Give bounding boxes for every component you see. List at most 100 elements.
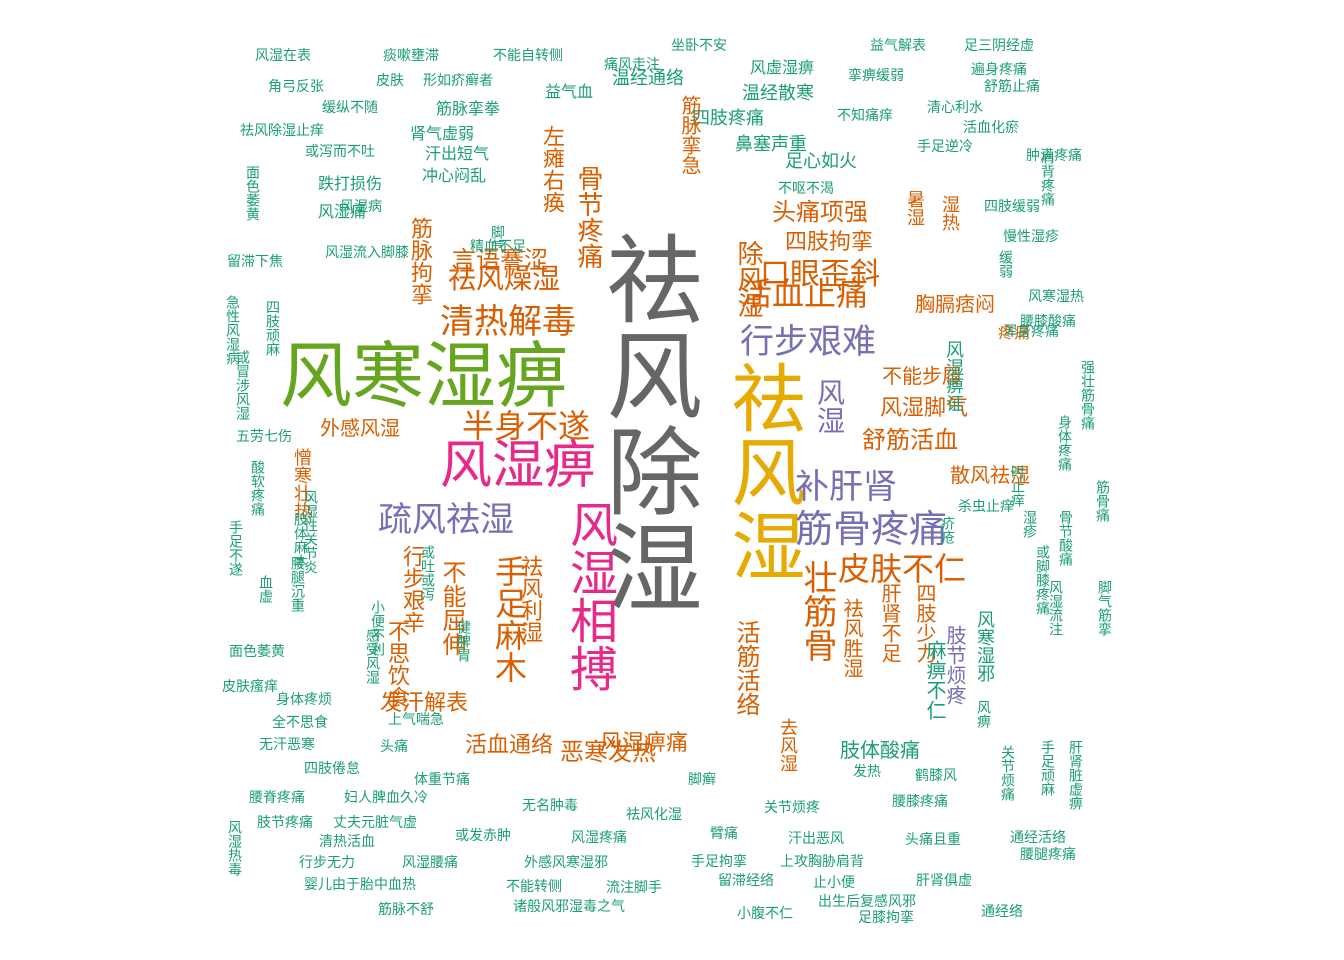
cloud-word-59: 跌打损伤 <box>318 174 383 193</box>
cloud-word-32: 风湿痹痛 <box>600 731 689 756</box>
cloud-word-164: 脚气 <box>489 225 505 253</box>
cloud-word-88: 慢性湿疹 <box>1003 229 1059 245</box>
cloud-word-115: 丈夫元脏气虚 <box>333 815 417 831</box>
cloud-word-92: 急性风湿病 <box>224 295 240 365</box>
cloud-word-104: 或脚膝疼痛 <box>1034 545 1050 615</box>
cloud-word-114: 肢节疼痛 <box>257 815 313 831</box>
cloud-word-151: 肝肾脏虚痹 <box>1067 740 1083 810</box>
cloud-word-76: 舒筋止痛 <box>984 79 1040 95</box>
cloud-word-137: 手足拘挛 <box>691 854 747 870</box>
cloud-word-79: 祛风除湿止痒 <box>240 123 324 139</box>
cloud-word-163: 精血不足 <box>470 239 526 255</box>
cloud-word-41: 肢节烦疼 <box>943 625 967 705</box>
cloud-word-67: 痛风走注 <box>604 57 660 73</box>
cloud-word-144: 小腹不仁 <box>737 906 793 922</box>
cloud-word-169: 筋骨痛 <box>1094 480 1110 522</box>
cloud-word-15: 壮筋骨 <box>797 560 837 662</box>
cloud-word-30: 活筋活络 <box>732 620 760 716</box>
cloud-word-74: 遍身疼痛 <box>971 62 1027 78</box>
cloud-word-10: 清热解毒 <box>440 302 576 342</box>
cloud-word-48: 四肢疼痛 <box>692 108 764 129</box>
cloud-word-85: 面色萎黄 <box>244 165 260 221</box>
cloud-word-5: 风湿相搏 <box>561 500 617 692</box>
cloud-word-78: 清心利水 <box>927 100 983 116</box>
cloud-word-140: 留滞经络 <box>718 873 774 889</box>
cloud-word-9: 行步艰难 <box>740 322 876 362</box>
cloud-word-86: 不呕不渴 <box>778 181 834 197</box>
cloud-word-61: 足心如火 <box>785 151 857 172</box>
cloud-word-108: 风湿性关节炎 <box>302 490 318 574</box>
cloud-word-154: 风痹 <box>975 700 991 728</box>
cloud-word-138: 上攻胸胁肩背 <box>780 854 864 870</box>
cloud-word-117: 行步无力 <box>299 855 355 871</box>
cloud-word-75: 角弓反张 <box>268 79 324 95</box>
cloud-word-65: 痰嗽壅滞 <box>383 48 439 64</box>
cloud-word-175: 或吐或泻 <box>419 545 435 601</box>
cloud-word-159: 腰腿沉重 <box>289 556 305 612</box>
cloud-word-23: 左瘫右痪 <box>539 125 564 213</box>
cloud-word-4: 风湿痹 <box>440 436 597 496</box>
cloud-word-71: 皮肤 <box>376 73 404 89</box>
cloud-word-63: 风湿痛 <box>318 202 367 221</box>
cloud-word-62: 不思饮食 <box>384 620 409 708</box>
cloud-word-106: 脚气筋挛 <box>1096 580 1112 636</box>
cloud-word-107: 面色萎黄 <box>229 644 285 660</box>
cloud-word-165: 风湿流入脚膝 <box>325 245 409 261</box>
cloud-word-100: 骨节酸痛 <box>1057 510 1073 566</box>
cloud-word-155: 头痛 <box>380 739 408 755</box>
cloud-word-105: 风湿流注 <box>1047 580 1063 636</box>
cloud-word-90: 留滞下焦 <box>227 254 283 270</box>
cloud-word-69: 益气解表 <box>870 38 926 54</box>
cloud-word-16: 口眼歪斜 <box>760 257 880 292</box>
cloud-word-135: 腰腿疼痛 <box>1020 847 1076 863</box>
cloud-word-142: 肝肾俱虚 <box>916 873 972 889</box>
cloud-word-174: 感受风湿 <box>364 628 380 684</box>
cloud-word-121: 不能转侧 <box>506 879 562 895</box>
cloud-word-93: 风寒湿热 <box>1028 289 1084 305</box>
cloud-word-153: 关节烦痛 <box>999 745 1015 801</box>
cloud-word-18: 舒筋活血 <box>862 426 958 454</box>
cloud-word-36: 四肢少力 <box>913 583 937 663</box>
cloud-word-146: 通经络 <box>981 904 1023 920</box>
cloud-word-97: 五劳七伤 <box>236 429 292 445</box>
cloud-word-24: 除风湿 <box>733 240 763 318</box>
cloud-word-44: 憎寒壮热 <box>291 448 312 520</box>
cloud-word-120: 筋脉不舒 <box>378 902 434 918</box>
cloud-word-111: 四肢倦怠 <box>304 761 360 777</box>
cloud-word-58: 冲心闷乱 <box>422 166 487 185</box>
cloud-word-25: 头痛项强 <box>772 198 868 226</box>
cloud-word-52: 温经通络 <box>612 68 684 89</box>
cloud-word-98: 身体疼痛 <box>1056 415 1072 471</box>
cloud-word-33: 活血通络 <box>465 733 554 758</box>
cloud-word-110: 身体疼烦 <box>276 692 332 708</box>
cloud-word-143: 出生后复感风邪 <box>818 894 916 910</box>
cloud-word-51: 温经散寒 <box>742 83 814 104</box>
cloud-word-130: 风湿疼痛 <box>571 830 627 846</box>
cloud-word-87: 四肢缓弱 <box>984 199 1040 215</box>
cloud-word-127: 关节烦疼 <box>764 800 820 816</box>
cloud-word-119: 婴儿由于胎中血热 <box>304 877 416 893</box>
cloud-word-31: 恶寒发热 <box>560 738 656 766</box>
cloud-word-77: 缓纵不随 <box>322 100 378 116</box>
cloud-word-147: 鹤膝风 <box>915 768 957 784</box>
cloud-word-7: 疏风祛湿 <box>378 500 514 540</box>
cloud-word-8: 补肝肾 <box>795 467 897 507</box>
cloud-word-2: 风寒湿痹 <box>280 334 569 418</box>
cloud-word-26: 四肢拘挛 <box>785 230 874 255</box>
cloud-word-133: 头痛且重 <box>905 832 961 848</box>
cloud-word-53: 风虚湿痹 <box>750 58 815 77</box>
cloud-word-125: 无名肿毒 <box>522 798 578 814</box>
cloud-word-27: 不能屈伸 <box>438 560 466 656</box>
cloud-word-126: 祛风化湿 <box>626 807 682 823</box>
cloud-word-128: 腰膝疼痛 <box>892 794 948 810</box>
cloud-word-14: 皮肤不仁 <box>838 550 967 588</box>
cloud-word-139: 流注脚手 <box>606 880 662 896</box>
cloud-word-172: 小便不利 <box>369 600 385 656</box>
cloud-word-19: 风湿脚气 <box>880 396 969 421</box>
cloud-word-12: 活血止痛 <box>740 275 869 313</box>
cloud-word-166: 疥疮 <box>939 516 955 544</box>
cloud-word-80: 不知痛痒 <box>837 108 893 124</box>
cloud-word-167: 湿疹 <box>1021 510 1037 538</box>
cloud-word-102: 时止痒 <box>1009 465 1025 507</box>
